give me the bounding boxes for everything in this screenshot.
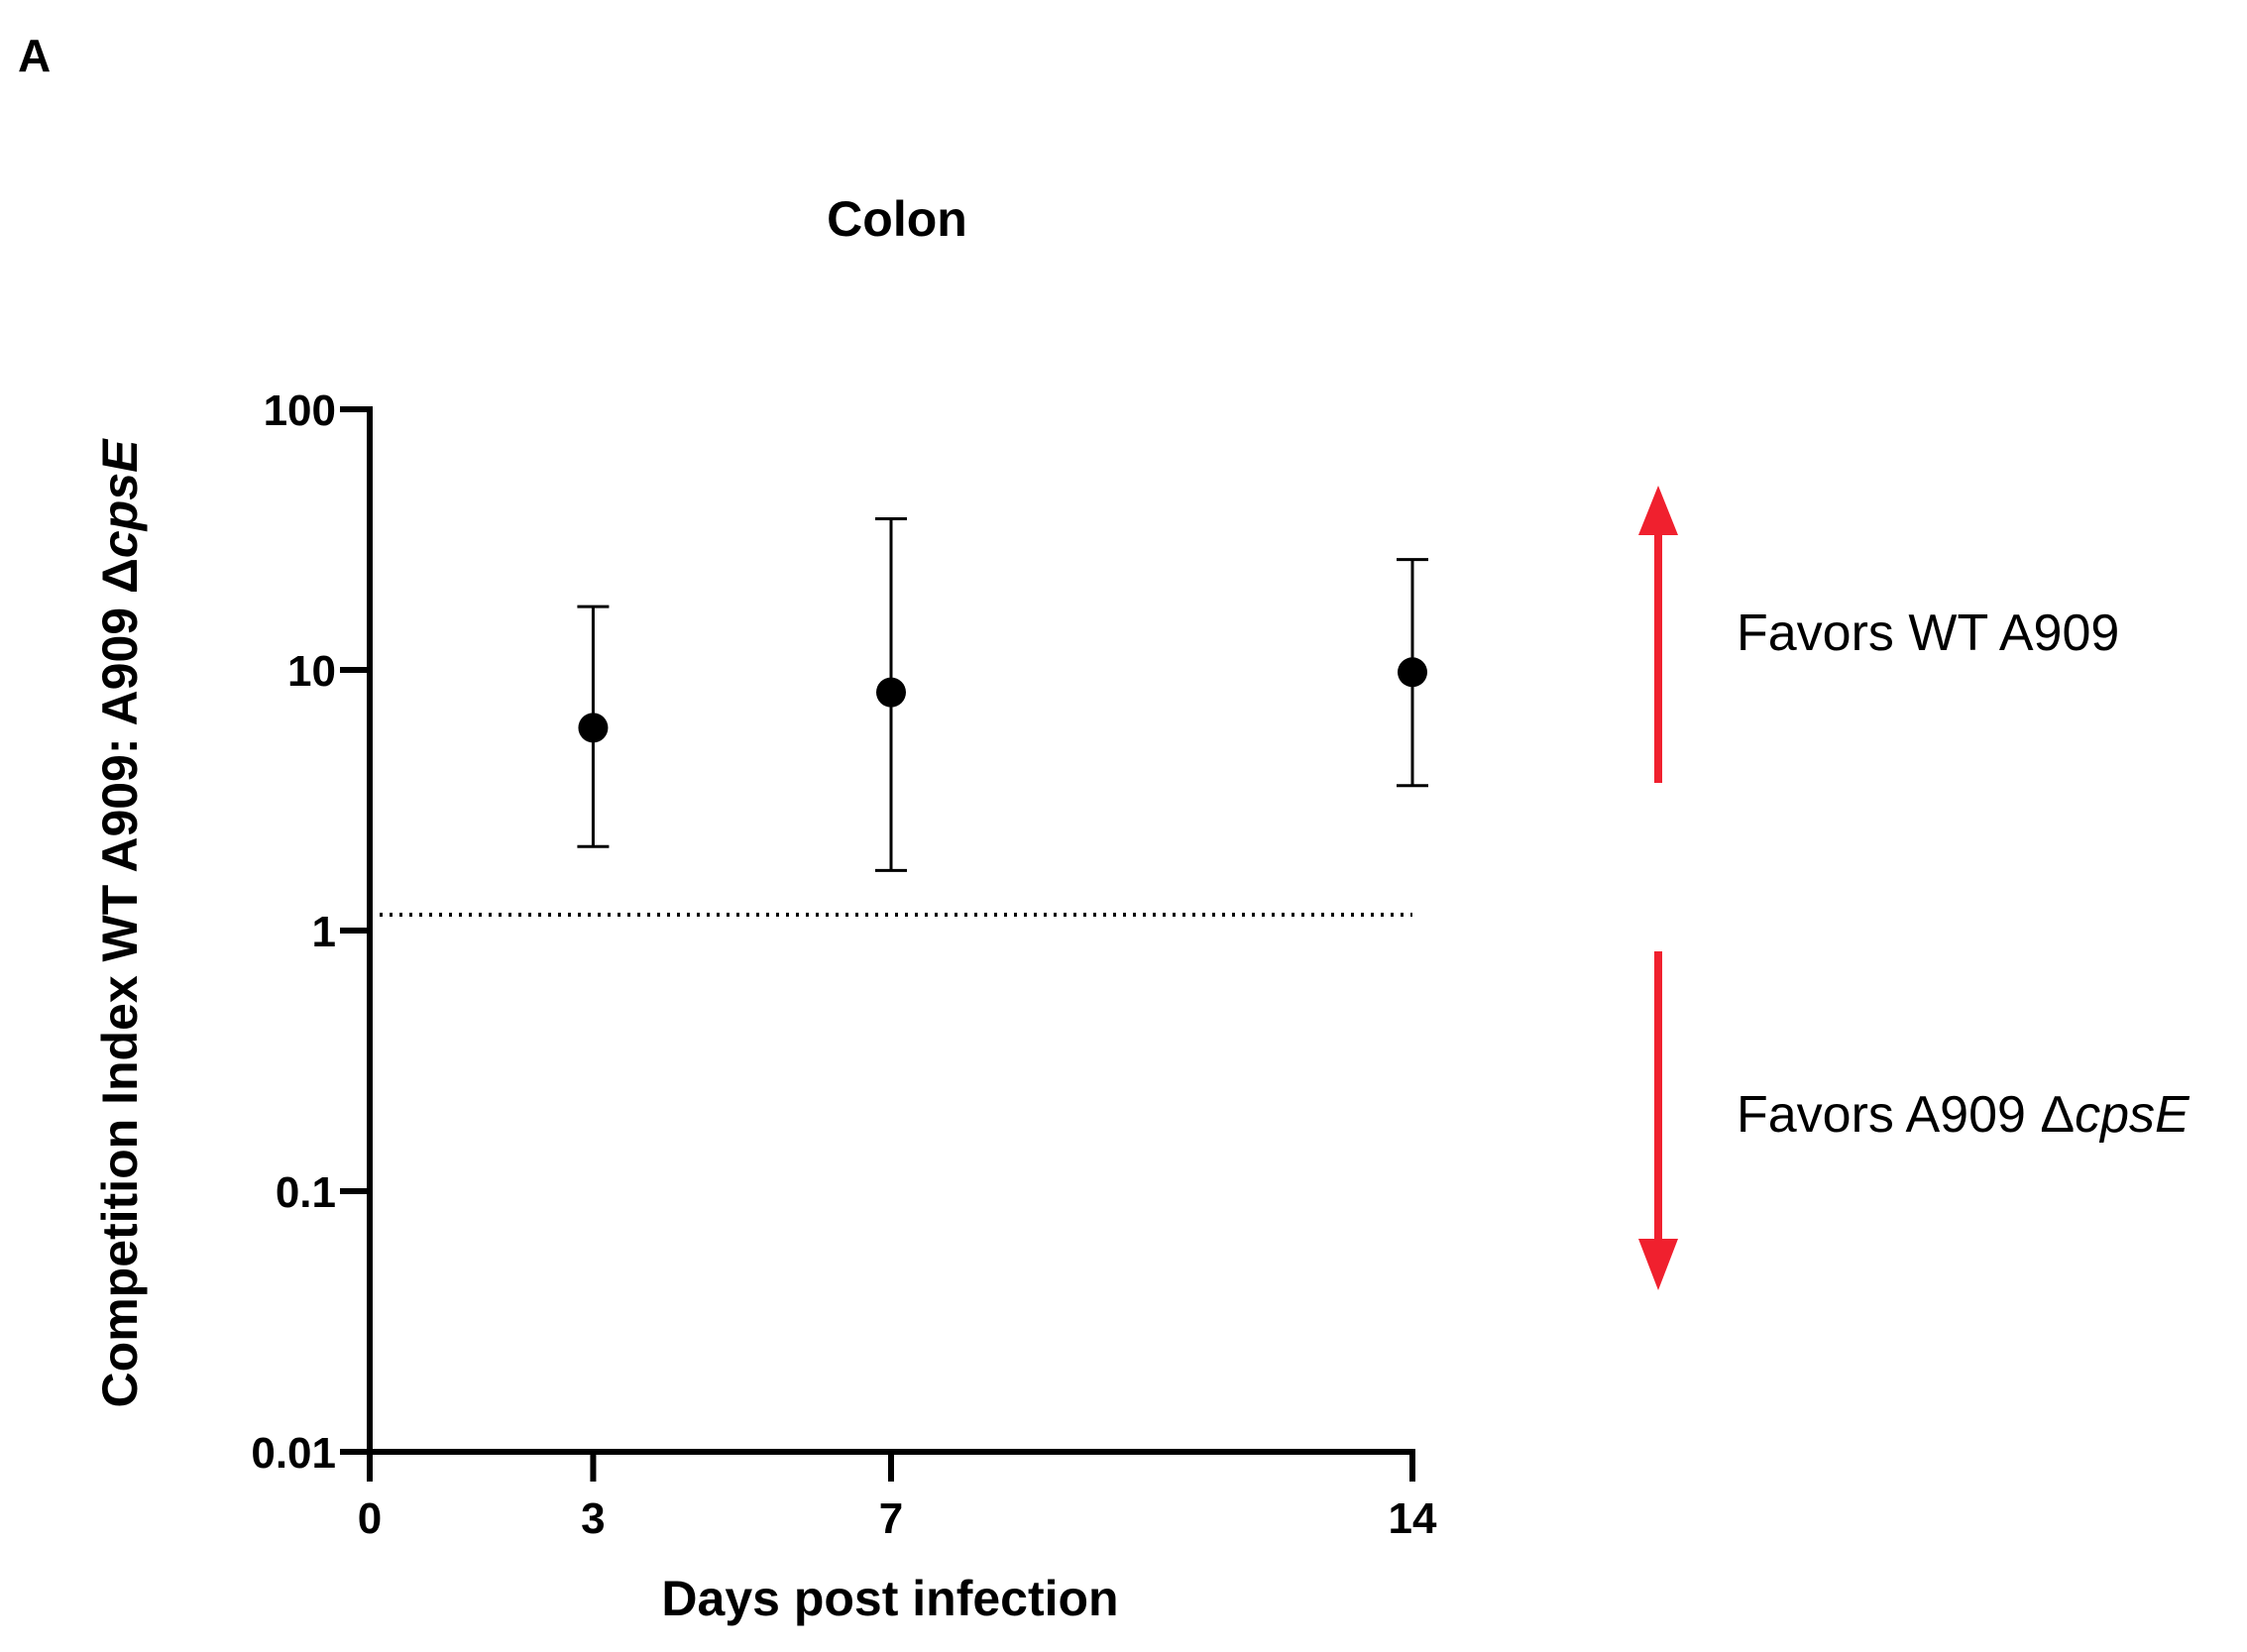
favors-mutant-label-main: Favors A909 Δ	[1737, 1086, 2075, 1144]
x-tick-label: 7	[879, 1494, 903, 1543]
x-tick-label: 14	[1389, 1494, 1437, 1543]
x-tick-label: 0	[358, 1494, 382, 1543]
y-tick-label: 100	[264, 386, 336, 435]
panel-label: A	[18, 30, 51, 81]
favors-mutant-label: Favors A909 ΔcpsE	[1737, 1086, 2191, 1144]
data-marks	[370, 517, 1428, 918]
chart-title: Colon	[827, 191, 967, 247]
favors-mutant-label-italic: cpsE	[2075, 1086, 2191, 1144]
data-point	[578, 713, 609, 743]
y-tick-label: 0.1	[276, 1168, 336, 1217]
y-tick-label: 10	[287, 647, 336, 696]
data-point	[876, 677, 906, 708]
y-axis-label: Competition Index WT A909: A909 ΔcpsE	[92, 438, 148, 1408]
axes: 100 10 1 0.1 0.01 0 3 7 14	[251, 386, 1437, 1543]
y-axis-label-italic: cpsE	[92, 438, 148, 558]
data-point	[1398, 657, 1427, 688]
favors-wt-arrow-head	[1638, 486, 1678, 535]
x-tick-label: 3	[581, 1494, 605, 1543]
y-tick-label: 0.01	[251, 1429, 336, 1478]
y-tick-label: 1	[312, 908, 336, 956]
annotations: Favors WT A909 Favors A909 ΔcpsE	[1638, 486, 2191, 1290]
y-axis-label-main: Competition Index WT A909: A909 Δ	[92, 558, 148, 1407]
favors-mutant-arrow-head	[1638, 1239, 1678, 1290]
x-axis-label: Days post infection	[661, 1571, 1118, 1626]
favors-wt-label: Favors WT A909	[1737, 605, 2119, 662]
